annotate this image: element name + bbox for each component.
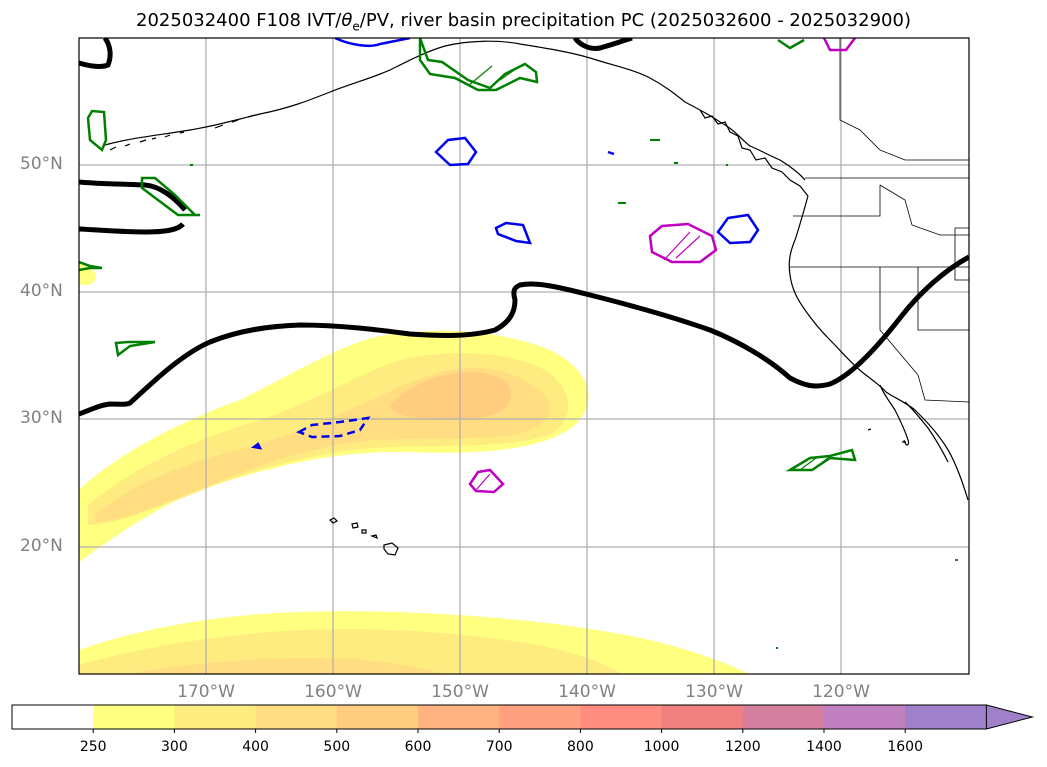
blue-contour-top	[334, 38, 411, 47]
green-contour	[86, 109, 108, 153]
lon-label-130w: 130°W	[685, 682, 743, 702]
green-contour	[785, 448, 857, 472]
west-coast-us	[788, 195, 969, 501]
colorbar	[11, 704, 1035, 733]
lat-label-20n: 20°N	[20, 536, 63, 556]
map-frame	[78, 37, 970, 675]
colorbar-segment	[661, 705, 744, 729]
magenta-hatch	[475, 473, 491, 491]
colorbar-tick-label: 700	[485, 739, 513, 755]
colorbar-segment	[12, 705, 94, 729]
lon-label-120w: 120°W	[812, 682, 870, 702]
colorbar-tick-label: 1000	[643, 739, 680, 755]
magenta-hatch	[663, 231, 701, 261]
blue-contour-small	[250, 150, 615, 450]
colorbar-segment	[905, 705, 987, 729]
ivt-plume-500	[390, 372, 511, 420]
baja-peninsula	[879, 384, 949, 463]
colorbar-segment	[418, 705, 500, 729]
colorbar-tick-label: 500	[323, 739, 351, 755]
lat-label-50n: 50°N	[20, 154, 63, 174]
magenta-contour-top	[822, 38, 856, 52]
gridlines	[79, 38, 969, 674]
nv-ut-border	[917, 267, 969, 331]
colorbar-segment	[499, 705, 581, 729]
lon-label-160w: 160°W	[304, 682, 362, 702]
green-hatch	[467, 65, 521, 87]
theta-e-contours	[79, 38, 969, 417]
blue-contour	[494, 221, 532, 245]
ivt-blob-west	[79, 262, 96, 285]
canada-boundary	[839, 38, 969, 161]
aleutian-islands	[109, 114, 256, 151]
colorbar-segment	[580, 705, 663, 729]
title-theta: θ	[341, 10, 353, 31]
black-contour-main	[79, 254, 969, 417]
green-contour	[79, 260, 103, 272]
alaska-coast	[104, 40, 806, 181]
colorbar-tick-label: 250	[79, 739, 107, 755]
green-contour	[777, 38, 805, 50]
ivt-band-south-400	[128, 657, 443, 674]
hawaii-islands	[328, 517, 399, 556]
lat-label-30n: 30°N	[20, 408, 63, 428]
precip-contours-green	[79, 38, 857, 649]
green-hatch	[799, 457, 829, 471]
colorbar-extend-arrow	[985, 704, 1035, 730]
blue-contour	[434, 136, 478, 167]
magenta-contour	[648, 222, 718, 264]
colorbar-tick-label: 300	[161, 739, 188, 755]
lat-label-40n: 40°N	[20, 281, 63, 301]
wa-or-border	[793, 185, 881, 217]
pv-contours-blue	[250, 38, 760, 450]
colorbar-tick-label: 1400	[806, 739, 842, 755]
title-prefix: 2025032400 F108 IVT/	[136, 10, 342, 31]
colorbar-tick-label: 600	[404, 739, 432, 755]
state-borders	[790, 38, 969, 403]
black-contour-top-mid	[572, 38, 633, 51]
colorbar-segment	[824, 705, 906, 729]
black-contour-nw-lower	[79, 222, 185, 235]
pv-contours-magenta	[468, 38, 856, 494]
chart-title: 2025032400 F108 IVT/θe/PV, river basin p…	[0, 10, 1047, 34]
colorbar-tick-label: 1600	[887, 739, 924, 755]
ca-nv-border	[879, 267, 919, 376]
colorbar-segment	[93, 705, 175, 729]
colorbar-tick-label: 1200	[724, 739, 761, 755]
channel-islands	[867, 428, 958, 561]
blue-contour	[716, 213, 760, 245]
colorbar-segment	[255, 705, 338, 729]
colorbar-tick-label: 400	[242, 739, 269, 755]
colorbar-segment	[174, 705, 257, 729]
colorbar-tick-label: 800	[567, 739, 594, 755]
lon-label-140w: 140°W	[558, 682, 616, 702]
blue-contour-dashed	[296, 416, 371, 439]
black-contour-top-left	[79, 38, 113, 69]
magenta-contour	[468, 468, 505, 494]
coastlines	[104, 40, 969, 561]
bc-coast	[699, 109, 809, 197]
az-border	[917, 374, 969, 403]
black-contour-nw-upper	[79, 179, 187, 212]
idaho-border	[879, 184, 969, 236]
ivt-shading	[79, 262, 749, 674]
green-contour	[140, 176, 200, 217]
colorbar-segment	[336, 705, 419, 729]
map-area	[79, 38, 969, 674]
mt-border	[954, 227, 969, 281]
colorbar-segment	[742, 705, 825, 729]
green-contour-alaska	[418, 38, 539, 92]
title-subscript: e	[352, 19, 360, 34]
lon-label-150w: 150°W	[431, 682, 489, 702]
lon-label-170w: 170°W	[177, 682, 235, 702]
green-contour	[114, 340, 156, 358]
green-dots	[190, 139, 778, 649]
title-suffix: /PV, river basin precipitation PC (20250…	[359, 10, 911, 31]
